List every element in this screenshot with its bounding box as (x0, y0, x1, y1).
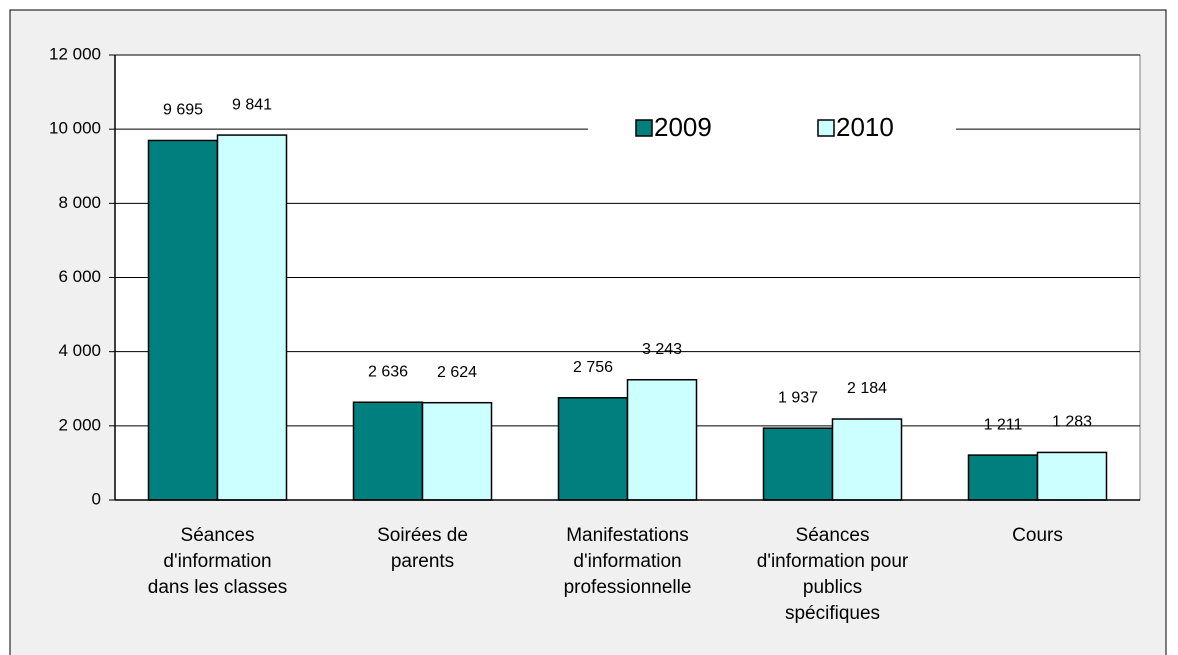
y-tick-label: 10 000 (49, 119, 101, 138)
value-label: 3 243 (642, 341, 682, 358)
bar (421, 401, 493, 501)
value-label: 1 283 (1052, 414, 1092, 431)
y-tick-label: 0 (92, 489, 101, 508)
bar (831, 418, 903, 501)
bar (967, 454, 1039, 501)
y-tick-label: 8 000 (58, 193, 101, 212)
x-tick-label: Soirées de parents (377, 525, 468, 572)
bar (147, 139, 219, 501)
x-tick-label: Manifestations d'information professionnel… (564, 525, 692, 598)
y-tick-label: 6 000 (58, 267, 101, 286)
y-tick-label: 12 000 (49, 44, 101, 63)
legend-label: 2009 (654, 112, 712, 142)
x-tick-label: Séances d'information pour publics spécifiq… (757, 525, 909, 624)
value-label: 1 211 (984, 416, 1023, 433)
legend-swatch (817, 119, 835, 137)
legend-label: 2010 (836, 112, 894, 142)
bar (1036, 451, 1108, 501)
bar (557, 397, 629, 501)
value-label: 9 841 (232, 96, 272, 113)
bar (216, 134, 288, 501)
value-label: 1 937 (778, 389, 818, 406)
value-label: 2 624 (437, 364, 477, 381)
bar (626, 378, 698, 501)
bar (762, 427, 834, 501)
legend-swatch (635, 119, 653, 137)
value-label: 2 184 (847, 380, 887, 397)
x-tick-label: Cours (1012, 525, 1063, 546)
bar (352, 401, 424, 501)
y-tick-label: 4 000 (58, 341, 101, 360)
value-label: 2 636 (368, 363, 408, 380)
value-label: 2 756 (573, 359, 613, 376)
y-tick-label: 2 000 (58, 415, 101, 434)
value-label: 9 695 (163, 102, 203, 119)
x-tick-label: Séances d'information dans les classes (148, 525, 287, 598)
